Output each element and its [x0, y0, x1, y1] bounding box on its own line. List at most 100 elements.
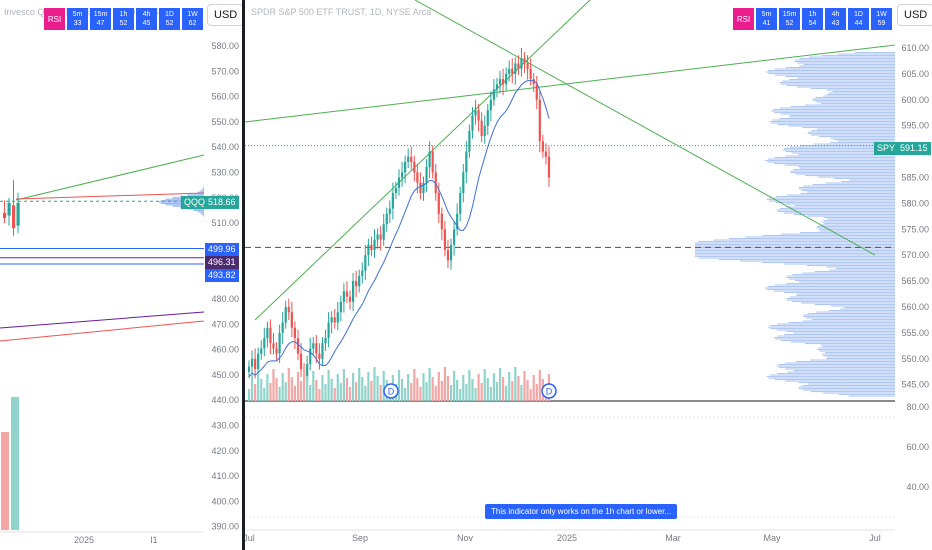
- spy-candle-body: [453, 229, 456, 245]
- spy-volume-bar: [260, 379, 263, 401]
- volume-profile-bar: [765, 160, 895, 162]
- volume-profile-bar: [799, 145, 895, 147]
- volume-profile-bar: [826, 266, 895, 268]
- qqq-chart-pane[interactable]: 580.00570.00560.00550.00540.00530.00520.…: [0, 0, 242, 550]
- indicator-tick-label: 80.00: [906, 402, 929, 412]
- spy-volume-bar: [535, 384, 538, 401]
- y-tick-label: 510.00: [211, 218, 239, 228]
- volume-profile-bar: [829, 310, 895, 312]
- y-tick-label: 430.00: [211, 421, 239, 431]
- spy-currency-button[interactable]: USD: [897, 4, 932, 26]
- volume-profile-bar: [848, 395, 895, 397]
- volume-profile-bar: [790, 106, 895, 108]
- rsi-cell-1d: 1D 44: [848, 8, 869, 30]
- spy-volume-bar: [526, 380, 529, 401]
- rsi-header-cell: RSI: [733, 8, 754, 30]
- spy-chart-pane[interactable]: 610.00605.00600.00595.00590.00585.00580.…: [245, 0, 932, 550]
- volume-profile-bar: [819, 350, 895, 352]
- volume-profile-bar: [792, 274, 895, 276]
- volume-profile-bar: [783, 292, 895, 294]
- volume-profile-bar: [774, 112, 895, 114]
- rsi-cell-5m: 5m 41: [756, 8, 777, 30]
- y-tick-label: 555.00: [901, 328, 929, 338]
- volume-profile-bar: [803, 316, 895, 318]
- volume-profile-bar: [819, 230, 895, 232]
- spy-volume-bar: [431, 377, 434, 401]
- x-tick-label: Jul: [245, 533, 255, 543]
- spy-candle-body: [532, 79, 535, 85]
- volume-profile-bar: [796, 295, 895, 297]
- volume-profile-bar: [810, 88, 895, 90]
- volume-profile-bar: [817, 349, 895, 351]
- spy-volume-bar: [468, 370, 471, 401]
- volume-profile-bar: [775, 338, 895, 340]
- volume-profile-bar: [804, 104, 895, 106]
- spy-candle-body: [345, 291, 349, 297]
- volume-profile-bar: [791, 152, 895, 154]
- spy-candle-body: [281, 322, 284, 333]
- y-tick-label: 550.00: [211, 117, 239, 127]
- pane-divider[interactable]: [242, 0, 245, 550]
- spy-candle-body: [474, 110, 477, 116]
- spy-volume-bar: [505, 386, 508, 401]
- volume-profile-bar: [769, 121, 895, 123]
- spy-volume-bar: [462, 375, 465, 401]
- volume-profile-bar: [797, 62, 895, 64]
- spy-candle-body: [370, 244, 373, 251]
- volume-profile-bar: [832, 91, 895, 93]
- volume-profile-bar: [776, 365, 895, 367]
- spy-chart-canvas[interactable]: 610.00605.00600.00595.00590.00585.00580.…: [245, 0, 932, 550]
- volume-profile-bar: [777, 373, 895, 375]
- volume-profile-bar: [830, 137, 895, 139]
- spy-candle-body: [266, 327, 269, 339]
- y-tick-label: 460.00: [211, 345, 239, 355]
- spy-volume-bar: [508, 372, 511, 401]
- volume-profile-bar: [837, 53, 895, 55]
- volume-profile-bar: [761, 262, 895, 264]
- spy-candle-body: [446, 250, 450, 261]
- volume-profile-bar: [776, 329, 895, 331]
- rsi-cell-1h: 1h 52: [113, 8, 134, 30]
- volume-profile-bar: [814, 304, 895, 306]
- spy-volume-bar: [425, 382, 428, 401]
- spy-volume-bar: [370, 381, 373, 401]
- qqq-currency-button[interactable]: USD: [207, 4, 242, 26]
- volume-profile-bar: [786, 298, 895, 300]
- volume-profile-bar: [802, 389, 895, 391]
- spy-candle-body: [324, 338, 327, 344]
- spy-candle-body: [520, 58, 523, 69]
- spy-volume-bar: [407, 374, 410, 401]
- volume-profile-bar: [824, 352, 895, 354]
- volume-profile-bar: [790, 170, 895, 172]
- spy-volume-bar: [333, 388, 336, 401]
- y-tick-label: 440.00: [211, 395, 239, 405]
- spy-volume-bar: [247, 389, 251, 401]
- y-tick-label: 530.00: [211, 168, 239, 178]
- spy-candle-body: [477, 110, 480, 121]
- spy-volume-bar: [342, 369, 345, 401]
- spy-candle-body: [351, 281, 355, 302]
- spy-volume-bar: [400, 379, 404, 401]
- volume-profile-bar: [823, 95, 895, 97]
- spy-volume-bar: [379, 385, 382, 401]
- spy-volume-bar: [330, 379, 333, 401]
- spy-volume-bar: [483, 369, 486, 401]
- volume-profile-bar: [804, 175, 895, 177]
- y-tick-label: 560.00: [211, 92, 239, 102]
- spy-candle-body: [431, 151, 434, 173]
- spy-volume-bar: [351, 373, 355, 401]
- volume-profile-bar: [818, 347, 895, 349]
- volume-profile-bar: [812, 98, 895, 100]
- spy-candle-body: [489, 99, 492, 111]
- spy-volume-bar: [336, 374, 339, 401]
- volume-profile-bar: [772, 119, 895, 121]
- volume-profile-bar: [826, 89, 895, 91]
- volume-profile-bar: [814, 271, 895, 273]
- volume-profile-bar: [767, 70, 895, 72]
- volume-profile-bar: [785, 368, 895, 370]
- volume-profile-bar: [794, 280, 895, 282]
- volume-profile-bar: [791, 341, 895, 343]
- volume-profile-bar: [795, 361, 895, 363]
- volume-profile-bar: [775, 202, 895, 204]
- spy-candle-body: [471, 115, 474, 131]
